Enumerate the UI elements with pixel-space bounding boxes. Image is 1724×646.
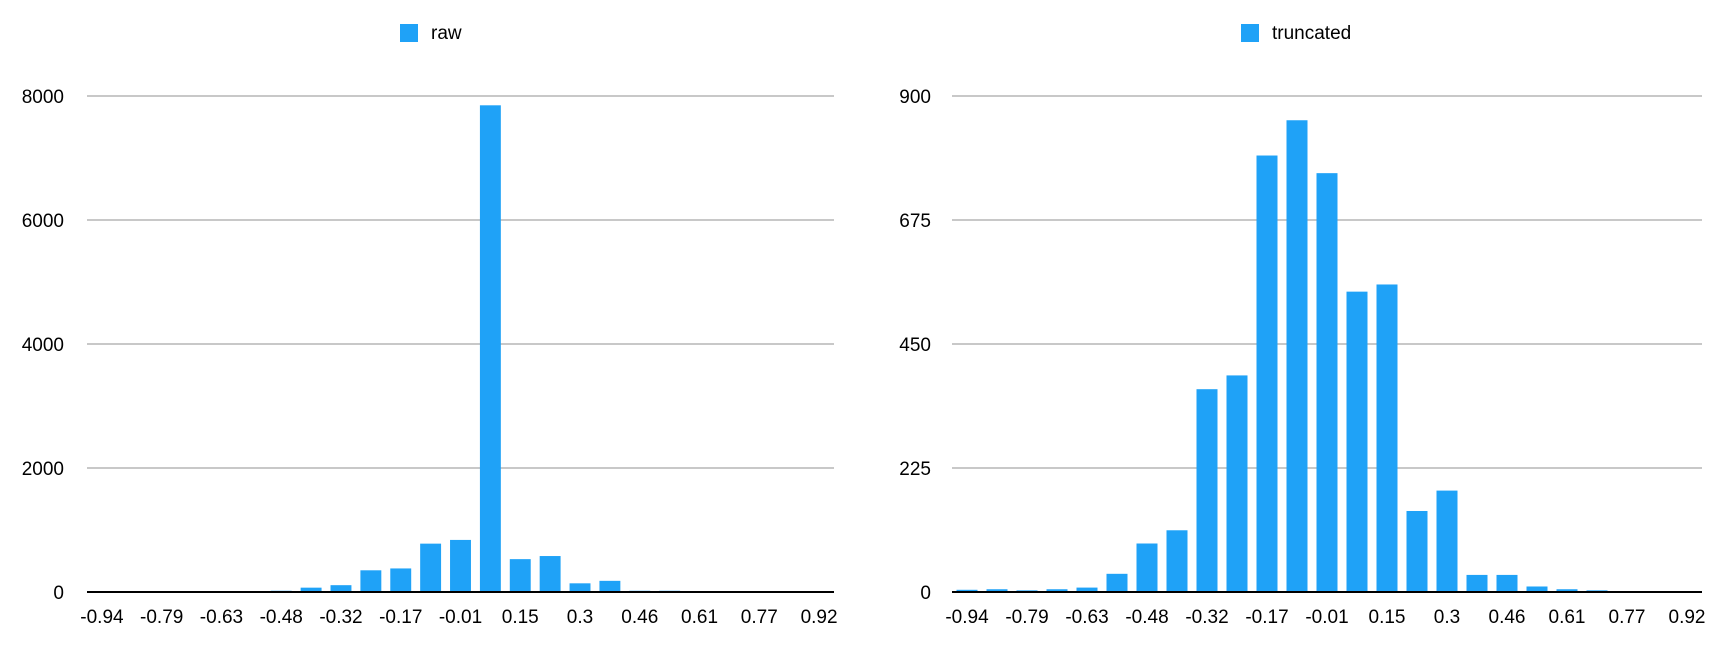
bar <box>360 570 382 592</box>
bar <box>1376 284 1398 592</box>
y-tick-label: 2000 <box>22 459 64 480</box>
bar <box>1226 375 1248 592</box>
x-tick-label: -0.01 <box>439 607 482 628</box>
bar <box>1166 530 1188 592</box>
x-tick-label: -0.32 <box>1185 607 1228 628</box>
bar <box>1556 589 1578 592</box>
bar <box>1076 587 1098 592</box>
bar <box>1406 510 1428 592</box>
bar <box>1106 573 1128 592</box>
y-tick-label: 225 <box>899 459 931 480</box>
x-tick-label: -0.94 <box>945 607 989 628</box>
bar <box>569 583 591 592</box>
bar <box>330 585 352 592</box>
x-tick-label: 0.46 <box>1489 607 1526 628</box>
bar <box>479 105 501 593</box>
bar <box>450 539 471 592</box>
x-tick-label: -0.17 <box>379 607 422 628</box>
legend-label: raw <box>431 23 462 44</box>
bar <box>1136 543 1158 592</box>
bar <box>1046 589 1068 592</box>
y-tick-label: 900 <box>899 87 931 108</box>
x-tick-label: -0.63 <box>200 607 243 628</box>
x-tick-label: 0.61 <box>681 607 718 628</box>
bar <box>1316 173 1338 592</box>
bar <box>300 587 322 592</box>
y-tick-label: 0 <box>53 583 64 604</box>
truncated-histogram: truncated 0 225 450 675 900 -0.94 -0.79 -0.63 -0.… <box>899 23 1706 628</box>
legend-swatch <box>400 24 418 42</box>
x-tick-label: 0.92 <box>801 607 838 628</box>
x-tick-label: -0.79 <box>140 607 183 628</box>
bar <box>986 589 1008 592</box>
x-tick-label: 0.3 <box>1434 607 1460 628</box>
x-tick-label: -0.17 <box>1245 607 1288 628</box>
bar <box>1496 574 1518 592</box>
x-tick-label: -0.48 <box>260 607 303 628</box>
x-tick-label: -0.63 <box>1065 607 1108 628</box>
x-tick-label: 0.92 <box>1669 607 1706 628</box>
bar <box>420 543 442 592</box>
raw-histogram: raw 0 2000 4000 6000 8000 -0.94 -0.79 -0.63 -0.48… <box>22 23 838 628</box>
x-tick-label: -0.79 <box>1005 607 1048 628</box>
y-tick-label: 8000 <box>22 87 64 108</box>
x-tick-label: 0.77 <box>741 607 778 628</box>
bar <box>1286 120 1308 592</box>
bar <box>539 556 561 592</box>
x-tick-label: 0.15 <box>1369 607 1406 628</box>
legend-swatch <box>1241 24 1259 42</box>
bar <box>1436 490 1458 592</box>
y-tick-label: 675 <box>899 211 931 232</box>
bar <box>1256 155 1278 592</box>
x-tick-label: -0.01 <box>1305 607 1348 628</box>
x-tick-label: -0.32 <box>319 607 362 628</box>
y-tick-label: 4000 <box>22 335 64 356</box>
bar <box>599 580 621 592</box>
x-tick-label: 0.46 <box>621 607 658 628</box>
y-tick-label: 0 <box>920 583 931 604</box>
x-tick-label: 0.77 <box>1609 607 1646 628</box>
x-tick-label: -0.48 <box>1125 607 1168 628</box>
legend-label: truncated <box>1272 23 1351 44</box>
bar <box>1196 389 1218 592</box>
x-tick-label: 0.61 <box>1549 607 1586 628</box>
bar <box>1466 574 1488 592</box>
x-tick-label: 0.15 <box>502 607 539 628</box>
y-tick-label: 450 <box>899 335 931 356</box>
bar <box>390 568 412 592</box>
bar <box>1346 291 1368 592</box>
y-tick-label: 6000 <box>22 211 64 232</box>
bar <box>1526 586 1548 592</box>
bar <box>956 589 978 592</box>
bar <box>509 559 531 592</box>
x-tick-label: 0.3 <box>567 607 593 628</box>
x-tick-label: -0.94 <box>80 607 124 628</box>
